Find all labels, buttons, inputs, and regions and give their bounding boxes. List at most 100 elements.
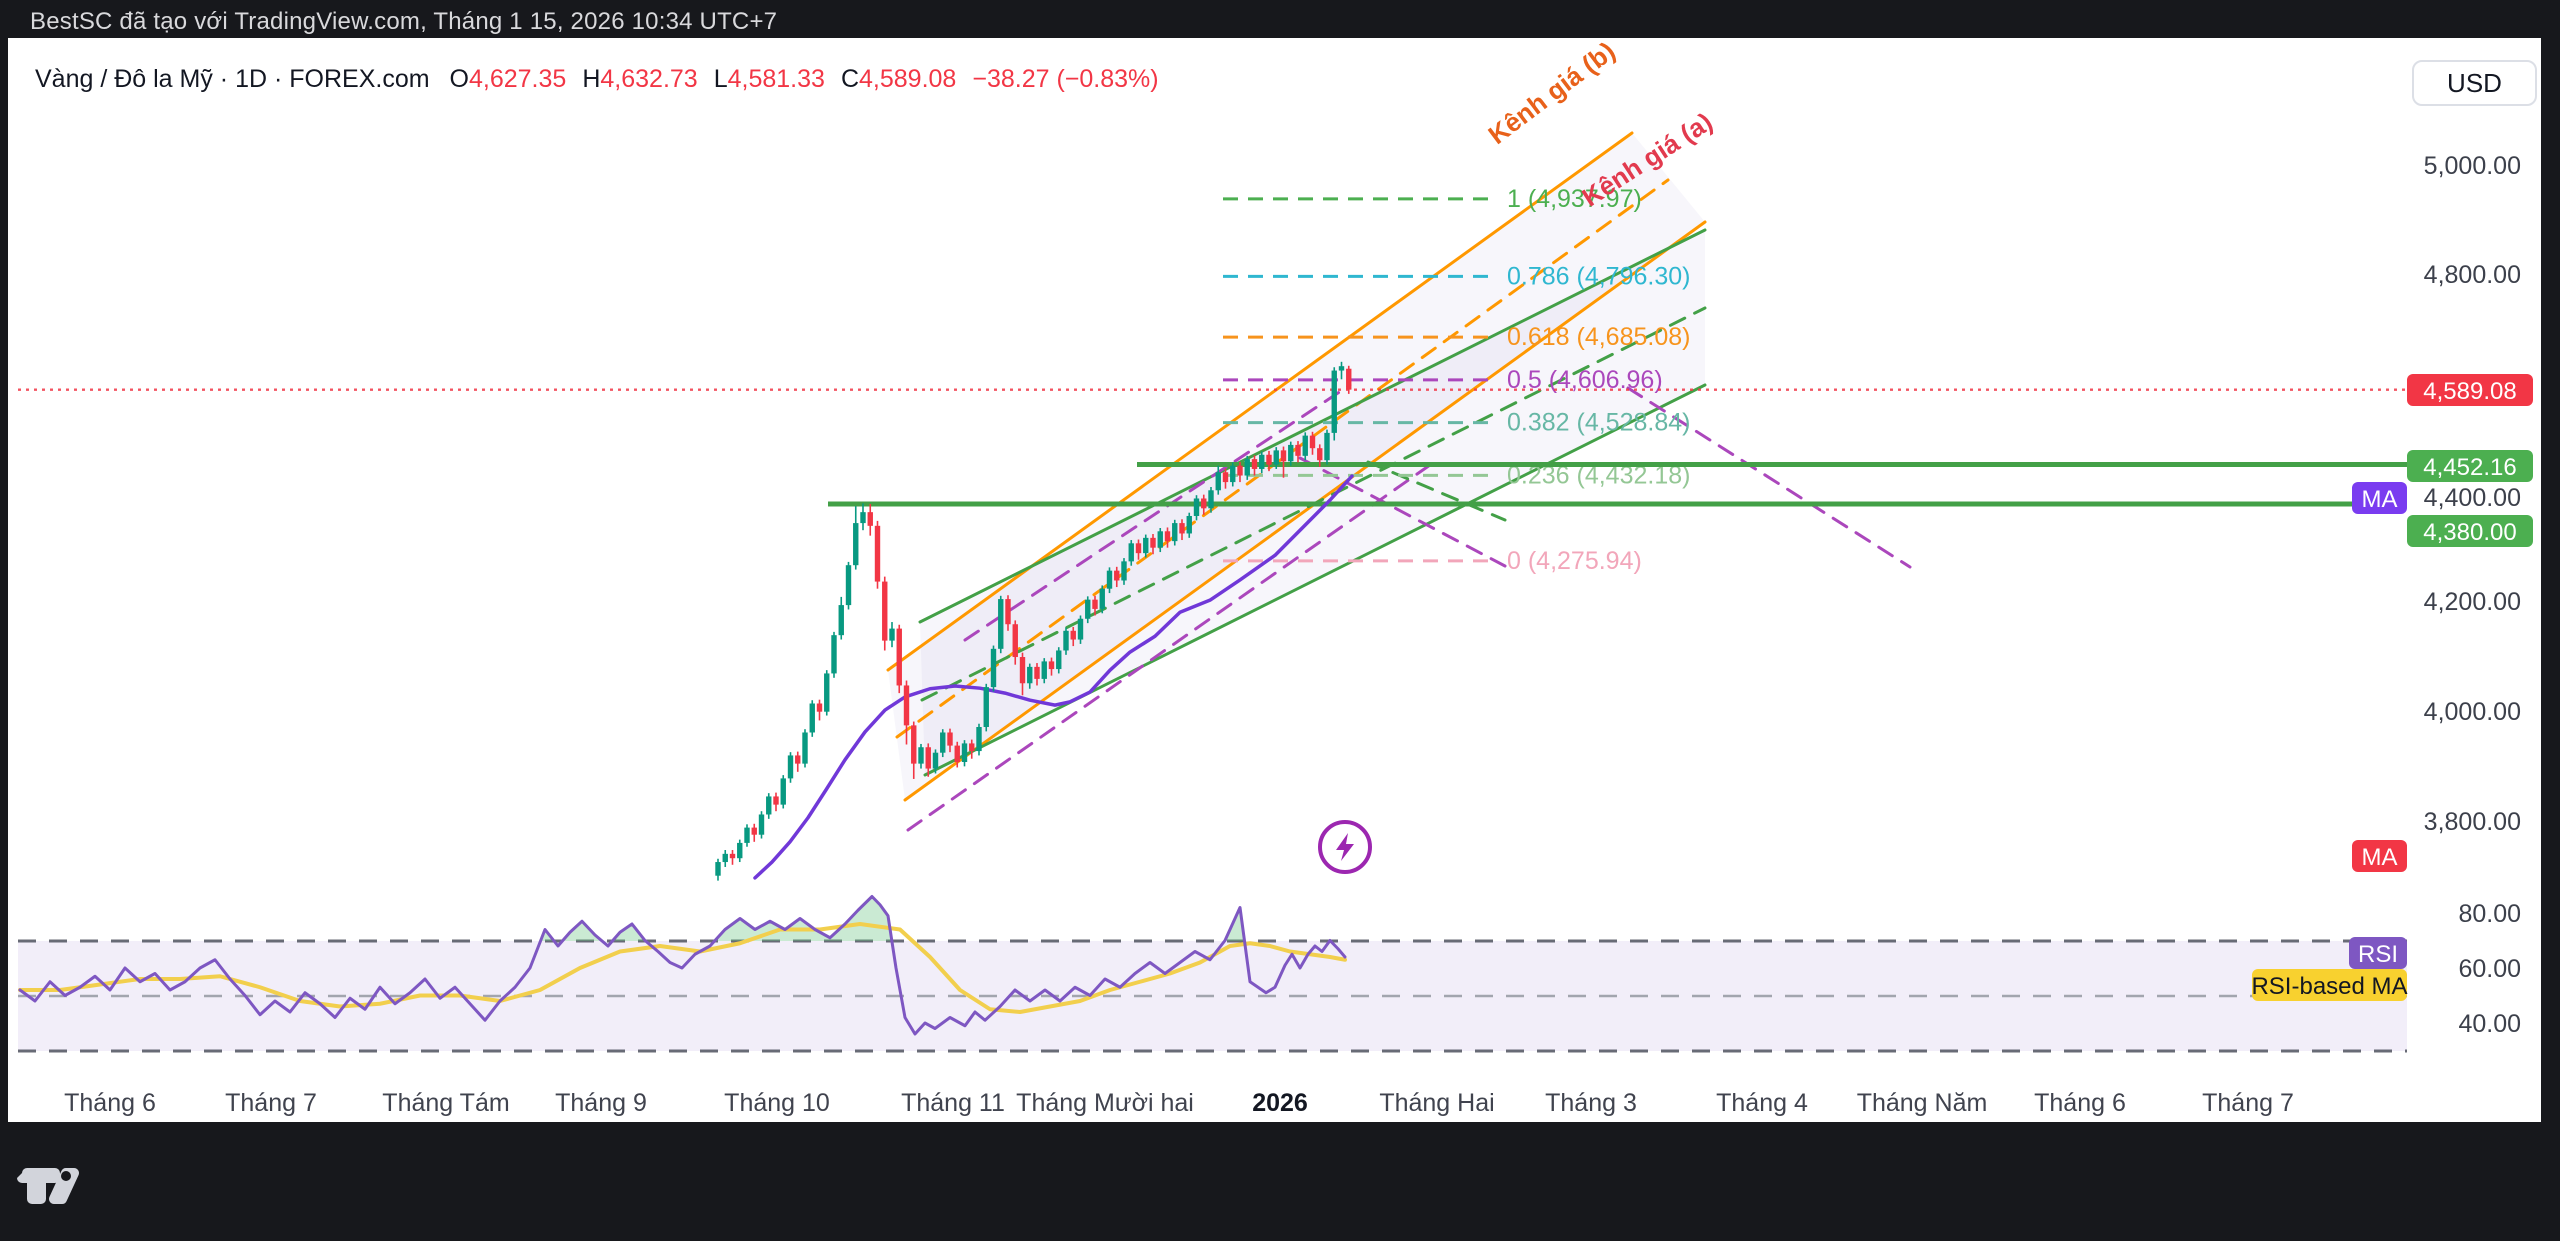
candle-body [976, 727, 982, 752]
candle-body [729, 853, 736, 859]
candle-body [1106, 570, 1113, 589]
rsi-overbought-fill [715, 896, 892, 941]
price-channel-line[interactable] [886, 131, 1634, 672]
lightning-bolt [1336, 833, 1354, 861]
candle-body [860, 512, 866, 524]
candle-body [940, 732, 946, 753]
candle-body [889, 628, 895, 641]
candle-body [1324, 432, 1330, 461]
candle-body [758, 814, 765, 835]
candle-body [1041, 661, 1047, 679]
time-axis-label: Tháng 4 [1716, 1089, 1808, 1117]
lightning-icon[interactable] [1318, 820, 1372, 874]
time-axis-label: Tháng 6 [2034, 1089, 2126, 1117]
axis-badge-label: MA [2362, 844, 2398, 871]
candle-body [1092, 599, 1098, 609]
axis-price-label: 4,200.00 [2424, 588, 2521, 616]
fib-level-label: 1 (4,937.97) [1507, 185, 1642, 213]
time-axis-label: Tháng Năm [1857, 1089, 1988, 1117]
candle-body [1295, 444, 1301, 456]
time-axis-label: Tháng 10 [724, 1089, 830, 1117]
candle-body [1251, 459, 1258, 469]
candle-body [969, 743, 975, 752]
candle-body [1230, 465, 1236, 483]
candle-body [1070, 630, 1076, 640]
channel-label: Kênh giá (b) [1483, 36, 1621, 150]
candle-body [1048, 661, 1055, 670]
ohlc-open-value: 4,627.35 [469, 65, 567, 93]
candle-body [1273, 450, 1279, 465]
time-axis-label: Tháng Mười hai [1016, 1089, 1194, 1117]
time-axis-label: Tháng 6 [64, 1089, 156, 1117]
candle-body [1135, 543, 1142, 554]
candle-body [1164, 531, 1171, 542]
candle-body [1208, 490, 1214, 509]
candle-body [744, 827, 750, 843]
axis-badge [2352, 482, 2407, 514]
fib-level-label: 0.786 (4,796.30) [1507, 262, 1690, 290]
axis-badge-label: MA [2362, 486, 2398, 513]
candle-body [737, 842, 743, 859]
axis-badge-label: 4,452.16 [2423, 454, 2516, 481]
snapshot-attribution-text: BestSC đã tạo với TradingView.com, Tháng… [30, 8, 778, 35]
candle-body [998, 599, 1004, 649]
time-axis-label: Tháng 11 [901, 1089, 1005, 1117]
time-axis-label: Tháng 7 [225, 1089, 317, 1117]
candle-body [918, 747, 924, 764]
currency-toggle-button[interactable]: USD [2412, 60, 2537, 106]
axis-badge-label: RSI-based MA [2251, 973, 2407, 1000]
candle-body [853, 523, 859, 566]
price-channel-line[interactable] [903, 220, 1707, 802]
candle-body [722, 853, 728, 863]
candle-body [990, 648, 997, 688]
axis-price-label: 60.00 [2458, 955, 2521, 983]
candle-body [1085, 599, 1091, 619]
candle-body [1005, 599, 1011, 625]
candle-body [1302, 435, 1308, 456]
axis-badge [2252, 969, 2407, 1001]
candle-body [961, 743, 968, 762]
fib-level-label: 0.382 (4,528.84) [1507, 409, 1690, 437]
candle-body [1266, 454, 1272, 465]
candle-body [1331, 370, 1337, 433]
candle-body [1012, 624, 1018, 658]
candle-body [1121, 561, 1127, 581]
candle-body [911, 725, 917, 764]
candle-body [1215, 472, 1221, 491]
candle-body [1186, 515, 1192, 534]
candle-body [1172, 523, 1178, 542]
candle-body [787, 755, 794, 779]
price-channel-line[interactable] [1366, 460, 1507, 522]
candle-body [1338, 366, 1345, 371]
axis-badge-label: RSI [2358, 941, 2398, 968]
axis-price-label: 4,400.00 [2424, 484, 2521, 512]
snapshot-title-bar: BestSC đã tạo với TradingView.com, Tháng… [0, 0, 2560, 38]
candle-body [1019, 657, 1026, 684]
tradingview-logo-dot [61, 1171, 71, 1181]
candle-body [809, 703, 815, 733]
price-ma-line[interactable] [753, 474, 1354, 880]
rsi-line[interactable] [18, 895, 1347, 1036]
price-channel-line[interactable] [1626, 386, 1912, 569]
axis-badge [2407, 374, 2533, 406]
candle-body [1157, 531, 1163, 548]
time-axis-label: Tháng 9 [555, 1089, 647, 1117]
price-channel-line[interactable] [918, 228, 1707, 624]
axis-price-label: 40.00 [2458, 1010, 2521, 1038]
candle-body [838, 605, 844, 636]
candle-body [1201, 498, 1207, 509]
candle-body [932, 752, 939, 769]
axis-badge [2407, 450, 2533, 482]
candle-body [780, 778, 786, 805]
ohlc-open-label: O [449, 65, 469, 93]
footer-bar: TradingView [0, 1122, 2560, 1241]
rsi-overbought-fill [562, 921, 602, 941]
candle-body [845, 565, 852, 606]
price-channel-line[interactable] [923, 383, 1707, 777]
ohlc-low-value: 4,581.33 [727, 65, 825, 93]
axis-badge [2352, 840, 2407, 872]
price-channel-line[interactable] [963, 383, 1352, 642]
candle-body [715, 862, 721, 876]
axis-badge [2407, 515, 2533, 547]
